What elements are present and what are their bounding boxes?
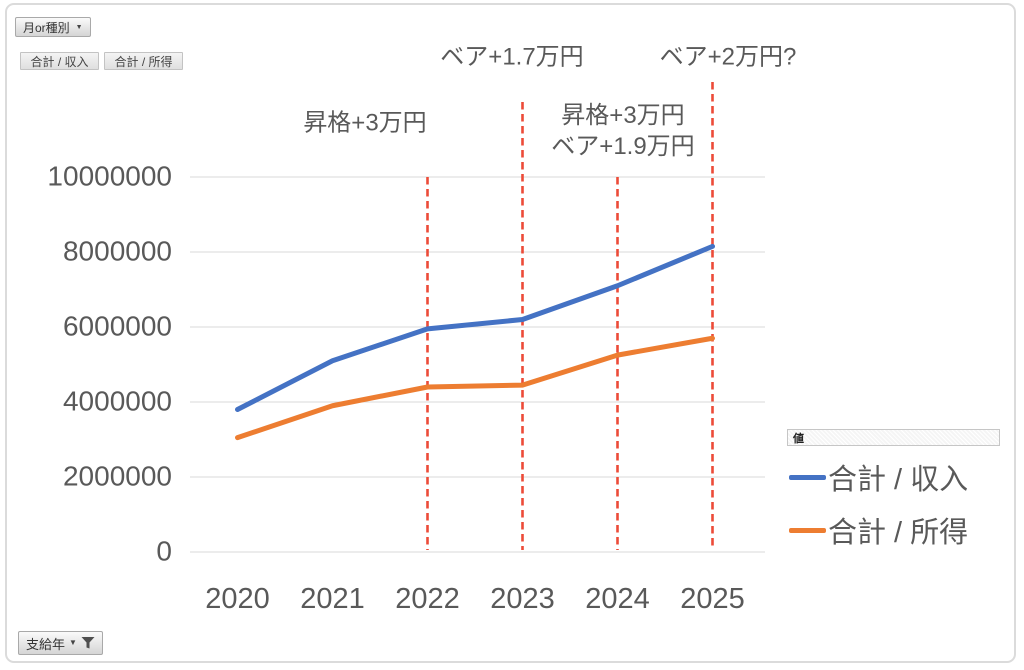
legend-item-label: 合計 / 所得 bbox=[828, 517, 969, 549]
annotation-2024-line1: 昇格+3万円 bbox=[561, 102, 685, 129]
y-axis-tick-label: 10000000 bbox=[47, 160, 172, 192]
series-item-button-income[interactable]: 合計 / 収入 bbox=[20, 52, 99, 70]
legend-line-sample bbox=[789, 527, 826, 533]
y-axis-tick-label: 4000000 bbox=[62, 385, 172, 417]
annotation-2023: ベア+1.7万円 bbox=[440, 42, 583, 73]
pivot-field-button-axis[interactable]: 支給年 ▼ bbox=[18, 631, 103, 655]
pivot-field-button-axis-label: 支給年 bbox=[26, 636, 66, 652]
x-axis-tick-label: 2024 bbox=[585, 583, 650, 615]
chevron-down-icon: ▼ bbox=[75, 23, 83, 31]
series-item-button-net-income[interactable]: 合計 / 所得 bbox=[104, 52, 183, 70]
annotation-2022-line: 昇格+3万円 bbox=[303, 109, 427, 137]
y-axis-tick-label: 8000000 bbox=[62, 235, 172, 267]
annotation-2025: ベア+2万円? bbox=[660, 42, 797, 73]
series-line-income bbox=[235, 243, 715, 412]
pivot-field-button-values-label: 値 bbox=[793, 432, 804, 445]
legend-item: 合計 / 収入 bbox=[789, 456, 968, 498]
x-axis-tick-label: 2023 bbox=[490, 583, 555, 615]
pivot-field-button-values[interactable]: 値 bbox=[787, 429, 1000, 446]
annotation-2025-line: ベア+2万円? bbox=[659, 43, 797, 71]
legend-line-sample bbox=[789, 474, 826, 480]
series-item-label-net-income: 合計 / 所得 bbox=[114, 54, 173, 69]
annotation-2024-line2: ベア+1.9万円 bbox=[551, 133, 695, 160]
chevron-down-icon: ▼ bbox=[69, 638, 77, 647]
y-axis-tick-label: 6000000 bbox=[62, 310, 172, 342]
series-item-label-income: 合計 / 収入 bbox=[30, 54, 89, 69]
y-axis-tick-label: 0 bbox=[156, 535, 172, 567]
legend-item: 合計 / 所得 bbox=[789, 509, 968, 551]
annotation-2023-line: ベア+1.7万円 bbox=[440, 43, 584, 71]
pivot-field-button-series-label: 月or種別 bbox=[23, 20, 70, 35]
x-axis-tick-label: 2021 bbox=[300, 583, 365, 615]
x-axis-tick-label: 2020 bbox=[205, 583, 270, 615]
legend-item-label: 合計 / 収入 bbox=[828, 464, 969, 496]
annotation-2022: 昇格+3万円 bbox=[303, 108, 426, 139]
series-line-net-income bbox=[235, 335, 715, 441]
y-axis-tick-label: 2000000 bbox=[62, 460, 172, 492]
x-axis-tick-label: 2025 bbox=[680, 583, 745, 615]
annotation-2024: 昇格+3万円 ベア+1.9万円 bbox=[551, 100, 694, 162]
pivot-field-button-series[interactable]: 月or種別 ▼ bbox=[15, 17, 91, 37]
x-axis-tick-label: 2022 bbox=[395, 583, 460, 615]
filter-funnel-icon bbox=[81, 637, 95, 649]
